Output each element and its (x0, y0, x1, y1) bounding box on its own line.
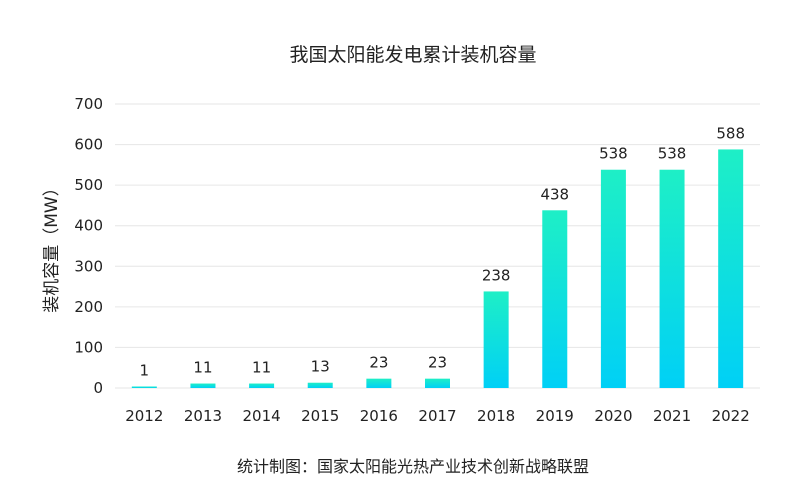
x-tick-label: 2017 (418, 407, 456, 425)
y-tick-label: 400 (74, 217, 103, 235)
bar-2016 (366, 378, 392, 388)
x-axis-ticks: 2012 2013 2014 2015 2016 2017 2018 2019 2020 2021… (125, 407, 750, 425)
x-tick-label: 2019 (536, 407, 574, 425)
y-axis-ticks: 0 100 200 300 400 500 600 700 (74, 95, 103, 397)
data-label-2020: 538 (599, 145, 628, 163)
bar-2017 (425, 378, 450, 388)
data-label-2013: 11 (193, 359, 212, 377)
bar-2021 (659, 169, 685, 388)
x-tick-label: 2020 (594, 407, 632, 425)
data-label-2022: 588 (716, 124, 745, 142)
bar-2012 (131, 386, 157, 388)
y-tick-label: 700 (74, 95, 103, 113)
x-tick-label: 2012 (125, 407, 163, 425)
data-label-2015: 13 (311, 358, 330, 376)
y-tick-label: 300 (74, 257, 103, 275)
data-label-2019: 438 (540, 185, 569, 203)
bar-2013 (190, 383, 216, 388)
bar-2020 (600, 169, 626, 388)
x-tick-label: 2014 (242, 407, 280, 425)
data-label-2014: 11 (252, 359, 271, 377)
bar-2022 (718, 149, 744, 388)
y-axis-label: 装机容量（MW） (42, 179, 62, 312)
bar-2019 (542, 210, 568, 388)
data-label-2016: 23 (369, 354, 388, 372)
x-tick-label: 2018 (477, 407, 515, 425)
grid-lines (115, 103, 760, 389)
data-label-2017: 23 (428, 354, 447, 372)
x-tick-label: 2013 (184, 407, 222, 425)
chart-title: 我国太阳能发电累计装机容量 (289, 44, 536, 66)
y-tick-label: 200 (74, 298, 103, 316)
x-tick-label: 2015 (301, 407, 339, 425)
y-tick-label: 100 (74, 338, 103, 356)
x-tick-label: 2022 (712, 407, 750, 425)
source-note: 统计制图：国家太阳能光热产业技术创新战略联盟 (237, 457, 589, 476)
data-label-2018: 238 (482, 266, 511, 284)
bar-2018 (483, 291, 509, 388)
data-label-2021: 538 (658, 145, 687, 163)
y-tick-label: 500 (74, 176, 103, 194)
x-tick-label: 2021 (653, 407, 691, 425)
bar-2015 (307, 382, 333, 388)
x-tick-label: 2016 (360, 407, 398, 425)
bars (131, 149, 744, 388)
data-label-2012: 1 (140, 362, 150, 380)
bar-2014 (249, 383, 275, 388)
y-tick-label: 0 (93, 379, 103, 397)
y-tick-label: 600 (74, 136, 103, 154)
